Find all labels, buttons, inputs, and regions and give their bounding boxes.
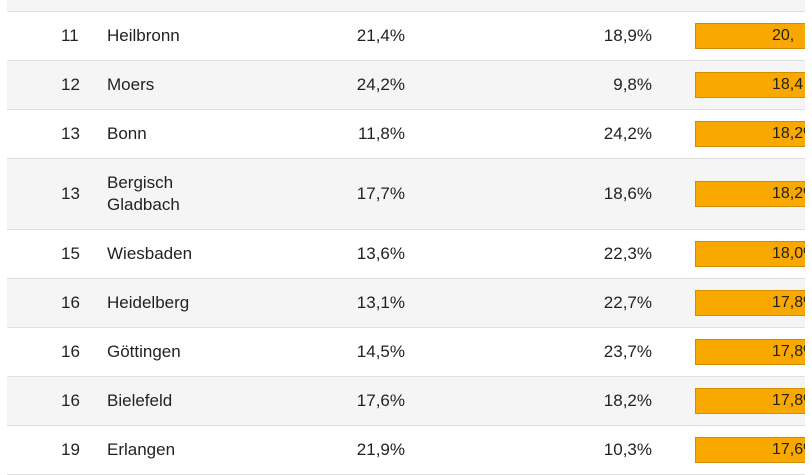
ranking-table: 11 Heilbronn 21,4% 18,9% 20, 12 Moers 24,2% 9,8%… [7,0,805,475]
value-bar: 17,6% [695,437,805,463]
city-cell: Göttingen [107,342,181,361]
rank-cell: 16 [61,293,80,312]
value-cell-2: 24,2% [603,124,652,143]
value-bar: 18,2% [695,181,805,207]
value-bar: 18,2% [695,121,805,147]
rank-cell: 16 [61,342,80,361]
bar-label: 17,8% [772,343,805,360]
bar-cell: 18,2% [695,159,805,229]
city-cell: Heidelberg [107,293,190,312]
value-bar: 18,0% [695,241,805,267]
table-row: 16 Göttingen 14,5% 23,7% 17,8% [7,328,805,377]
bar-cell: 17,8% [695,279,805,327]
value-cell-1: 21,4% [356,26,405,45]
table-header [7,0,805,12]
value-bar: 17,8% [695,290,805,316]
table-row: 16 Bielefeld 17,6% 18,2% 17,8% [7,377,805,426]
value-bar: 17,8% [695,339,805,365]
city-cell: Heilbronn [107,26,180,45]
rank-cell: 15 [61,244,80,263]
bar-label: 18,0% [772,245,805,262]
city-cell: Moers [107,75,155,94]
value-cell-2: 23,7% [603,342,652,361]
bar-label: 20, [772,27,795,44]
rank-cell: 11 [61,26,79,45]
bar-cell: 17,6% [695,426,805,474]
rank-cell: 19 [61,440,80,459]
value-cell-2: 9,8% [613,75,652,94]
value-cell-2: 22,7% [603,293,652,312]
city-cell: Bergisch Gladbach [107,173,180,214]
value-cell-1: 24,2% [356,75,405,94]
value-cell-1: 13,1% [356,293,405,312]
table-row: 13 Bergisch Gladbach 17,7% 18,6% 18,2% [7,159,805,230]
bar-label: 18,4 [772,76,804,93]
value-cell-1: 11,8% [358,124,405,143]
bar-label: 17,8% [772,294,805,311]
rank-cell: 13 [61,124,80,143]
city-cell: Bielefeld [107,391,173,410]
value-bar: 17,8% [695,388,805,414]
bar-cell: 17,8% [695,328,805,376]
table-row: 16 Heidelberg 13,1% 22,7% 17,8% [7,279,805,328]
table-row: 11 Heilbronn 21,4% 18,9% 20, [7,12,805,61]
value-cell-1: 14,5% [356,342,405,361]
rank-cell: 12 [61,75,80,94]
city-cell: Wiesbaden [107,244,193,263]
bar-label: 17,6% [772,441,805,458]
value-cell-2: 18,6% [603,184,652,203]
bar-cell: 18,2% [695,110,805,158]
bar-label: 18,2% [772,185,805,202]
value-cell-1: 17,6% [356,391,405,410]
bar-label: 17,8% [772,392,805,409]
value-bar: 20, [695,23,805,49]
value-cell-1: 21,9% [356,440,405,459]
bar-cell: 17,8% [695,377,805,425]
table-row: 12 Moers 24,2% 9,8% 18,4 [7,61,805,110]
table-row: 15 Wiesbaden 13,6% 22,3% 18,0% [7,230,805,279]
bar-cell: 18,4 [695,61,805,109]
value-cell-2: 10,3% [603,440,652,459]
value-cell-2: 18,9% [603,26,652,45]
value-cell-2: 22,3% [603,244,652,263]
value-cell-1: 13,6% [356,244,405,263]
city-cell: Bonn [107,124,147,143]
value-bar: 18,4 [695,72,805,98]
city-cell: Erlangen [107,440,176,459]
rank-cell: 13 [61,184,80,203]
value-cell-2: 18,2% [603,391,652,410]
table-row: 19 Erlangen 21,9% 10,3% 17,6% [7,426,805,475]
rank-cell: 16 [61,391,80,410]
bar-label: 18,2% [772,125,805,142]
bar-cell: 20, [695,12,805,60]
table-row: 13 Bonn 11,8% 24,2% 18,2% [7,110,805,159]
bar-cell: 18,0% [695,230,805,278]
value-cell-1: 17,7% [356,184,405,203]
